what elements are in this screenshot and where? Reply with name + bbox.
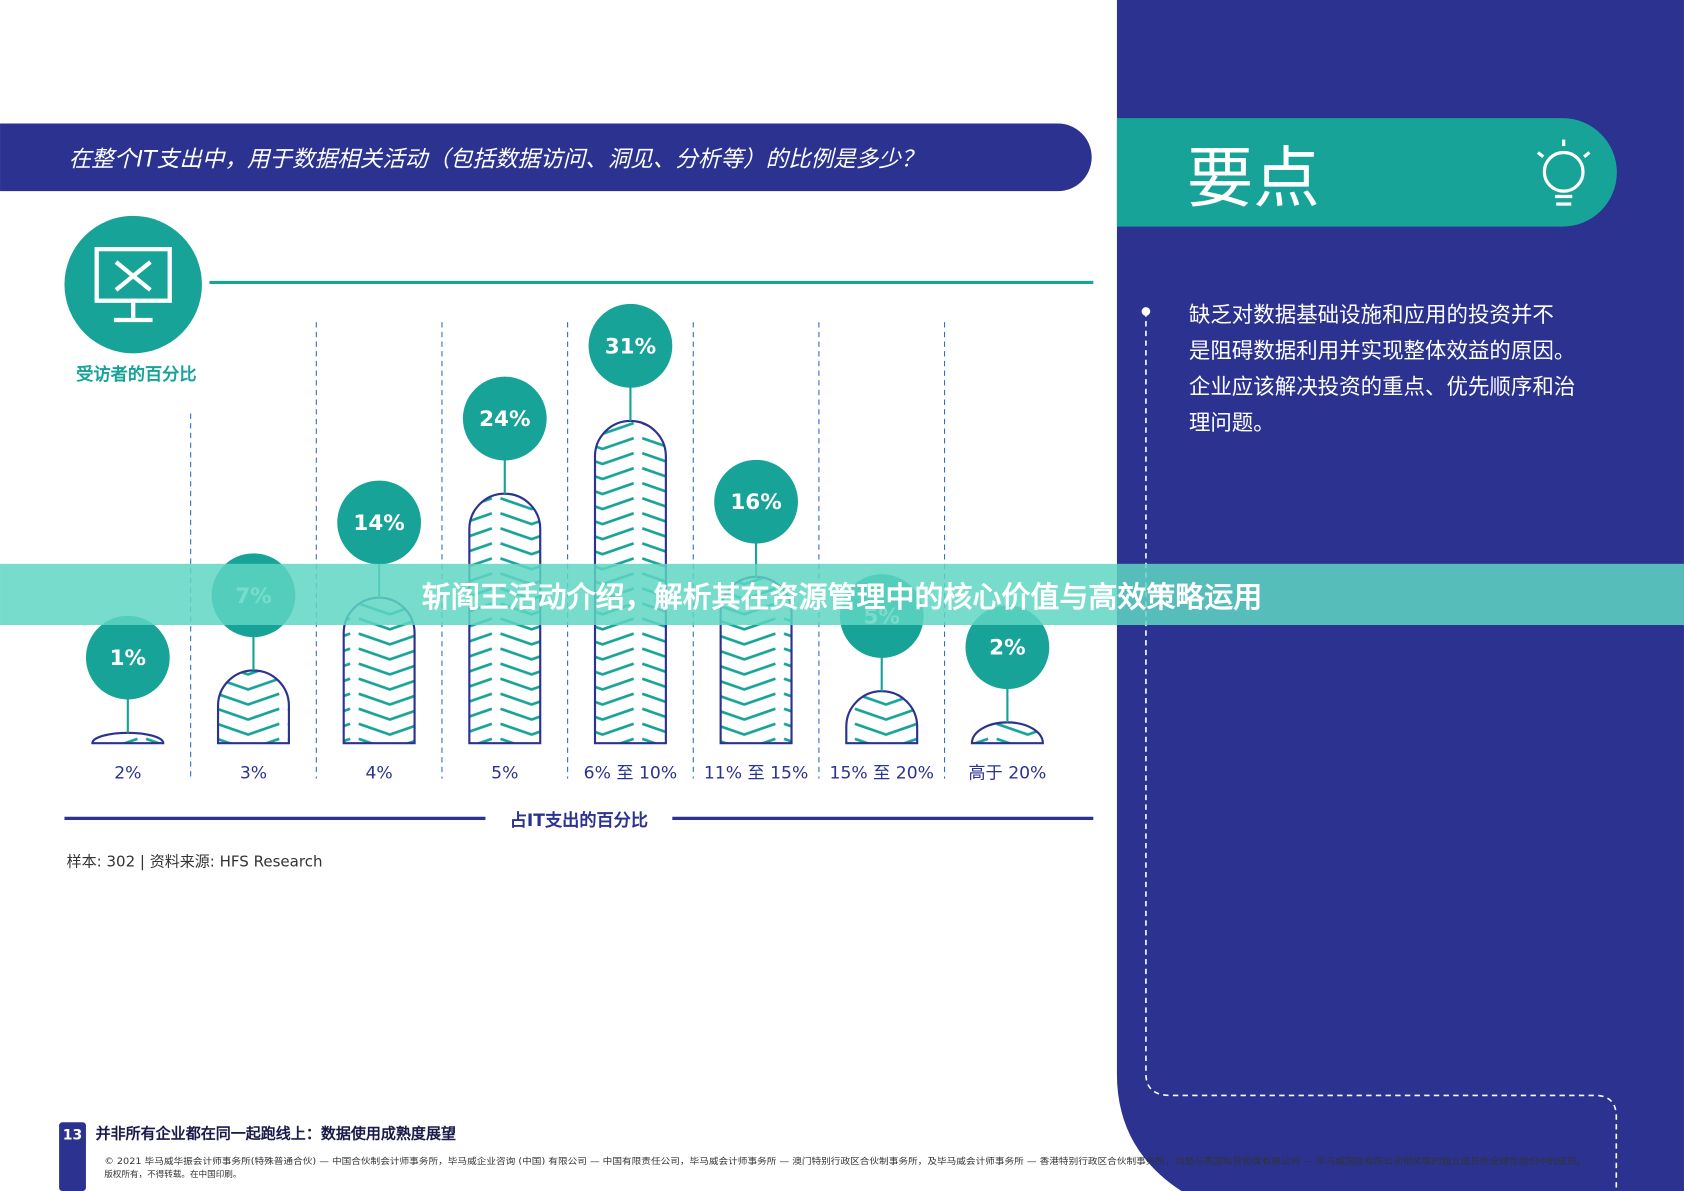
value-label: 14% <box>353 511 404 536</box>
sidebar-text: 是阻碍数据利用并实现整体效益的原因。 <box>1189 339 1575 364</box>
bar <box>91 731 165 745</box>
value-bubble <box>588 303 673 388</box>
value-label: 2% <box>989 636 1025 661</box>
banner <box>0 563 1684 626</box>
bullet <box>1141 307 1151 316</box>
x-tick-label: 高于 20% <box>968 764 1046 784</box>
x-tick-label: 4% <box>366 764 393 784</box>
value-bubble <box>965 605 1050 690</box>
sidebar-text: 企业应该解决投资的重点、优先顺序和治 <box>1189 375 1575 400</box>
title-pill <box>1116 118 1617 227</box>
footer-title: 并非所有企业都在同一起跑线上：数据使用成熟度展望 <box>96 1124 456 1142</box>
x-tick-label: 6% 至 10% <box>584 764 678 784</box>
value-label: 31% <box>605 334 656 359</box>
copyright: 版权所有，不得转载。在中国印刷。 <box>104 1168 241 1180</box>
bulb-icon <box>1536 139 1591 206</box>
source-note: 样本: 302 | 资料来源: HFS Research <box>67 853 323 871</box>
value-bubble <box>714 459 798 544</box>
icon-circle <box>64 215 202 354</box>
banner-text: 斩阎王活动介绍，解析其在资源管理中的核心价值与高效策略运用 <box>422 580 1263 614</box>
x-tick-label: 15% 至 20% <box>830 764 934 784</box>
header-question: 在整个IT支出中，用于数据相关活动（包括数据访问、洞见、分析等）的比例是多少？ <box>69 146 924 172</box>
bar <box>970 721 1044 745</box>
value-label: 24% <box>479 407 530 432</box>
x-tick-label: 11% 至 15% <box>704 764 808 784</box>
sidebar-text: 缺乏对数据基础设施和应用的投资并不 <box>1189 303 1554 328</box>
copyright: © 2021 毕马威华振会计师事务所(特殊普通合伙) — 中国合伙制会计师事务所… <box>104 1155 1586 1167</box>
page-number: 13 <box>63 1127 82 1143</box>
value-bubble <box>462 376 547 461</box>
sidebar-title: 要点 <box>1187 139 1320 217</box>
x-tick-label: 2% <box>114 764 141 784</box>
x-tick-label: 3% <box>240 764 267 784</box>
value-bubble <box>85 615 170 700</box>
y-label: 受访者的百分比 <box>76 364 196 385</box>
monitor-icon <box>94 247 172 323</box>
sidebar-text: 理问题。 <box>1189 411 1275 436</box>
bar <box>845 690 919 745</box>
dashed-border <box>1145 311 1618 1191</box>
x-label: 占IT支出的百分比 <box>510 810 648 831</box>
x-tick-label: 5% <box>491 764 518 784</box>
value-label: 16% <box>730 490 781 515</box>
page-badge <box>59 1122 86 1191</box>
bar <box>216 669 290 745</box>
header-bar <box>0 123 1092 192</box>
value-bubble <box>337 480 422 565</box>
value-label: 1% <box>110 646 146 671</box>
